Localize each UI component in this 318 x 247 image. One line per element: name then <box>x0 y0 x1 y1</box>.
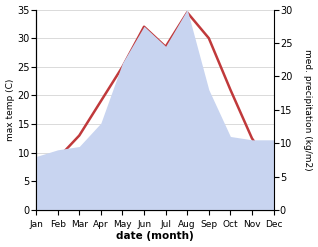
Y-axis label: max temp (C): max temp (C) <box>5 79 15 141</box>
Y-axis label: med. precipitation (kg/m2): med. precipitation (kg/m2) <box>303 49 313 171</box>
X-axis label: date (month): date (month) <box>116 231 194 242</box>
